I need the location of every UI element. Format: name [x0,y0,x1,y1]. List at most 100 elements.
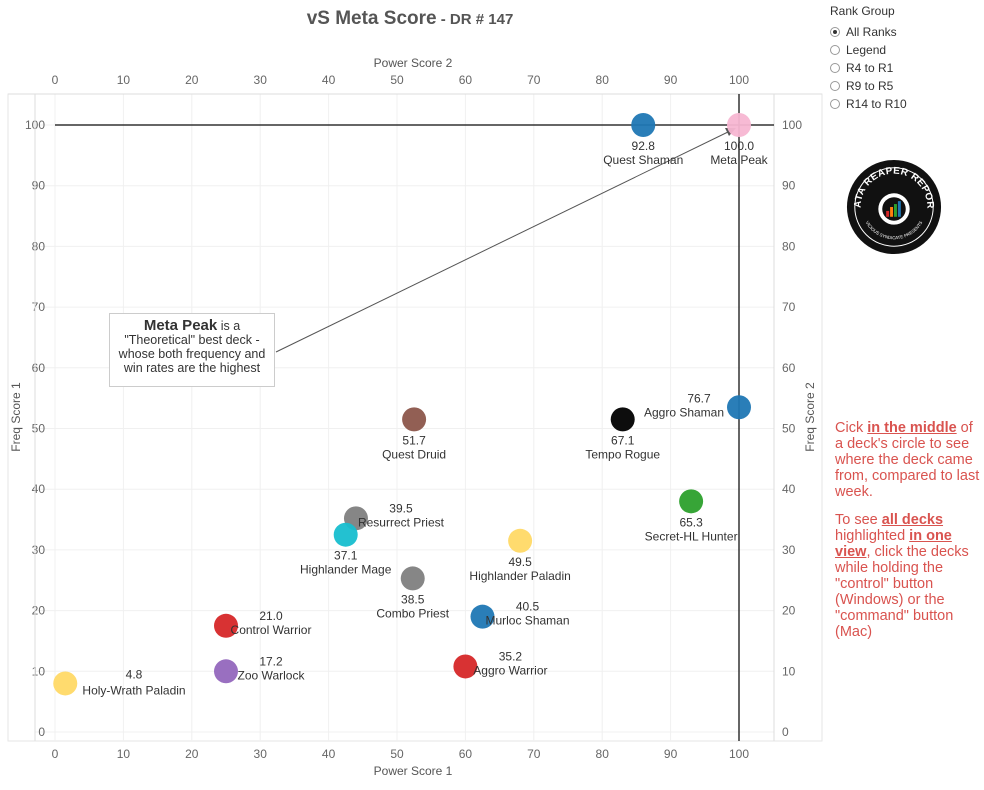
point-quest-druid [402,407,427,432]
rank-option-label: R9 to R5 [846,79,894,93]
point-name-label: Highlander Mage [300,563,392,577]
x-top-tick-label: 100 [729,73,749,87]
point-score-label: 76.7 [687,391,711,405]
rank-option-all-ranks[interactable]: All Ranks [830,23,907,41]
point-control-warrior [214,613,238,638]
note-bold: in one view [835,528,952,560]
note-text: of a deck's circle to see where the deck… [835,420,980,500]
callout-text-3: whose both frequency and [118,347,266,361]
rank-option-label: All Ranks [846,25,897,39]
point-name-label: Quest Druid [382,447,446,461]
rank-option-label: Legend [846,43,887,57]
chart-title-sub: - DR # 147 [436,11,514,28]
x-top-tick-label: 70 [527,73,541,87]
point-name-label: Combo Priest [376,606,449,620]
point-aggro-warrior [453,654,478,679]
y-right-tick-label: 70 [782,300,796,314]
radio-icon[interactable] [830,63,840,73]
x-tick-label: 100 [729,747,749,761]
point-murloc-shaman [470,604,495,629]
point-quest-shaman [631,113,656,137]
y-tick-label: 50 [32,422,46,436]
point-score-label: 40.5 [516,600,540,614]
rank-group-title: Rank Group [830,4,895,18]
x-tick-label: 40 [322,747,336,761]
y-tick-label: 0 [38,725,45,739]
y-right-tick-label: 90 [782,179,796,193]
x-tick-label: 50 [390,747,404,761]
y-right-axis-title: Freq Score 2 [803,382,817,452]
data-reaper-logo: DATA REAPER REPORT VICIOUS SYNDICATE PRE… [845,158,942,255]
point-score-label: 35.2 [499,649,523,663]
x-top-tick-label: 80 [596,73,610,87]
radio-selected-icon[interactable] [830,27,840,37]
y-right-tick-label: 100 [782,118,802,132]
y-right-tick-label: 80 [782,239,796,253]
point-name-label: Murloc Shaman [485,614,569,628]
rank-option-r4-r1[interactable]: R4 to R1 [830,59,907,77]
radio-icon[interactable] [830,45,840,55]
callout-text-1: is a [217,319,241,333]
point-name-label: Zoo Warlock [238,668,306,682]
y-right-tick-label: 60 [782,361,796,375]
callout-text-2: "Theoretical" best deck - [124,333,260,347]
point-score-label: 92.8 [632,139,656,153]
x-tick-label: 20 [185,747,199,761]
point-score-label: 17.2 [259,654,283,668]
note-text: Cick [835,420,868,436]
point-name-label: Secret-HL Hunter [645,529,738,543]
x-top-tick-label: 60 [459,73,473,87]
rank-option-legend[interactable]: Legend [830,41,907,59]
x-top-tick-label: 20 [185,73,199,87]
rank-option-r9-r5[interactable]: R9 to R5 [830,77,907,95]
y-tick-label: 20 [32,604,46,618]
y-tick-label: 80 [32,239,46,253]
y-tick-label: 10 [32,664,46,678]
y-axis-title: Freq Score 1 [9,382,23,452]
point-tempo-rogue [610,407,635,432]
y-tick-label: 70 [32,300,46,314]
y-right-tick-label: 50 [782,422,796,436]
rank-group-filter: Rank Group All Ranks Legend R4 to R1 R9 … [830,4,907,113]
point-name-label: Meta Peak [710,153,768,167]
callout-bold: Meta Peak [143,317,218,334]
point-score-label: 37.1 [334,549,358,563]
rank-option-r14-r10[interactable]: R14 to R10 [830,95,907,113]
point-score-label: 21.0 [259,609,283,623]
y-right-tick-label: 40 [782,482,796,496]
x-tick-label: 60 [459,747,473,761]
rank-option-label: R14 to R10 [846,97,907,111]
chart-title-main: vS Meta Score [306,8,437,29]
point-score-label: 67.1 [611,433,635,447]
x-top-tick-label: 30 [254,73,268,87]
note-text: highlighted [835,528,910,544]
y-right-tick-label: 10 [782,664,796,678]
callout-text-4: win rates are the highest [123,361,261,375]
point-score-label: 38.5 [401,592,425,606]
x-tick-label: 70 [527,747,541,761]
radio-icon[interactable] [830,81,840,91]
radio-icon[interactable] [830,99,840,109]
y-right-tick-label: 20 [782,604,796,618]
point-name-label: Aggro Shaman [644,405,724,419]
rank-option-label: R4 to R1 [846,61,894,75]
x-top-tick-label: 40 [322,73,336,87]
y-right-tick-label: 0 [782,725,789,739]
x-tick-label: 30 [254,747,268,761]
note-bold: in the middle [867,420,957,436]
point-score-label: 100.0 [724,139,754,153]
point-meta-peak [727,113,751,137]
x-top-tick-label: 10 [117,73,131,87]
x-axis-title: Power Score 1 [374,764,453,778]
meta-peak-callout: Meta Peak is a "Theoretical" best deck -… [109,313,275,387]
point-score-label: 51.7 [402,433,426,447]
callout-arrow-line [275,130,731,353]
point-name-label: Resurrect Priest [358,515,445,529]
point-aggro-shaman [727,395,751,420]
y-tick-label: 40 [32,482,46,496]
point-score-label: 4.8 [126,667,143,681]
point-name-label: Control Warrior [231,623,312,637]
point-name-label: Quest Shaman [603,153,683,167]
point-name-label: Tempo Rogue [585,447,660,461]
